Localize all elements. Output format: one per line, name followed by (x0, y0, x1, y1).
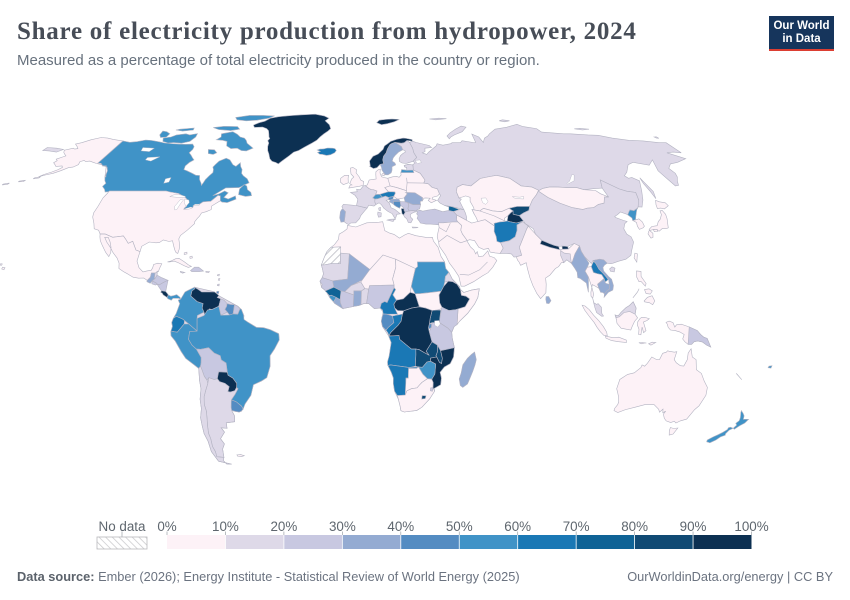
svg-text:10%: 10% (212, 519, 239, 534)
svg-text:90%: 90% (680, 519, 707, 534)
svg-text:50%: 50% (446, 519, 473, 534)
svg-text:70%: 70% (563, 519, 590, 534)
svg-text:80%: 80% (621, 519, 648, 534)
svg-text:20%: 20% (270, 519, 297, 534)
svg-text:60%: 60% (504, 519, 531, 534)
svg-text:40%: 40% (387, 519, 414, 534)
svg-text:0%: 0% (157, 519, 176, 534)
svg-text:30%: 30% (329, 519, 356, 534)
svg-text:No data: No data (99, 519, 146, 534)
svg-text:100%: 100% (734, 519, 768, 534)
